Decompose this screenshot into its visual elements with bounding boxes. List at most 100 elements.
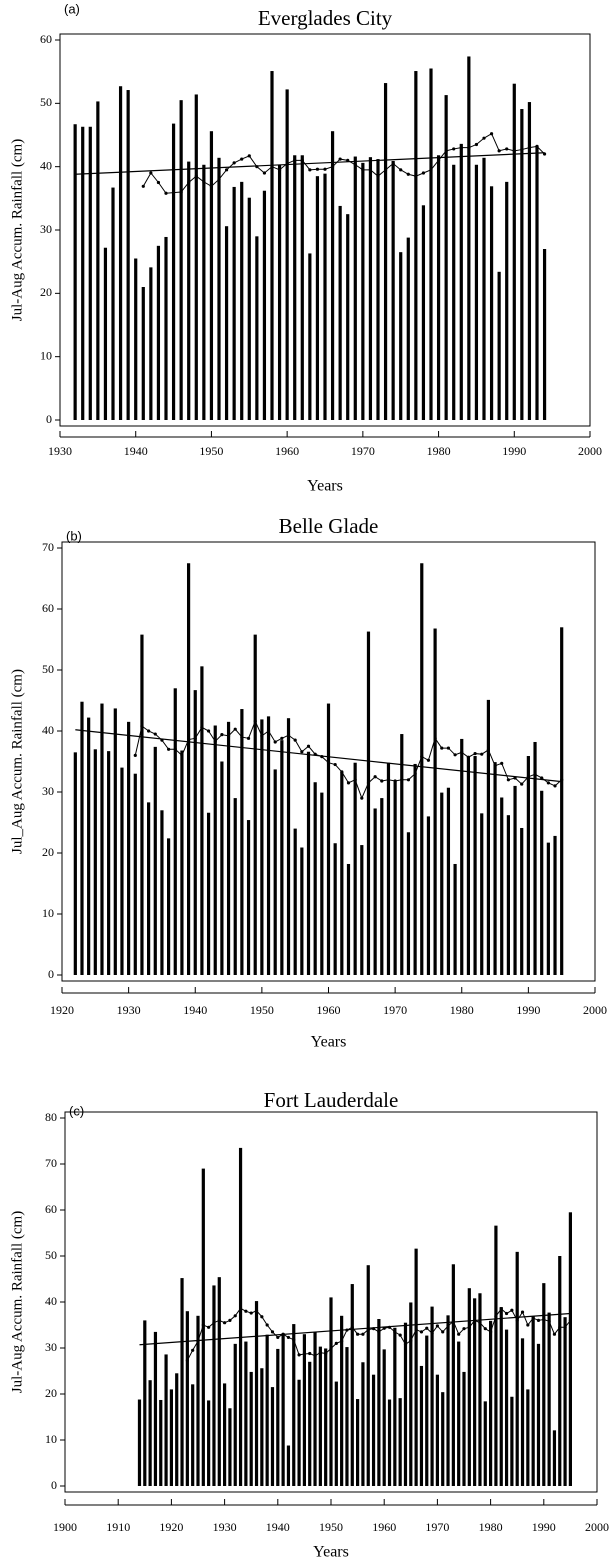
line-marker (300, 158, 304, 162)
bar (330, 131, 335, 420)
bar (320, 792, 324, 975)
line-marker (292, 1338, 296, 1342)
line-marker (191, 1348, 195, 1352)
bar (173, 688, 177, 975)
line-marker (262, 171, 267, 175)
bar (313, 1331, 317, 1486)
line-marker (560, 778, 564, 782)
bar (324, 1348, 328, 1486)
bar (265, 1334, 269, 1486)
plot-frame (61, 541, 596, 982)
x-tick-label: 1960 (317, 1003, 341, 1017)
line-marker (542, 1317, 546, 1322)
bar (546, 842, 550, 975)
line-marker (527, 146, 532, 150)
bar (457, 1341, 461, 1486)
bar (313, 782, 317, 975)
line-marker (393, 1330, 397, 1334)
bar (308, 253, 312, 420)
line-marker (276, 1335, 280, 1340)
bar (223, 1383, 227, 1486)
bar (356, 1399, 360, 1486)
line-marker (185, 1358, 189, 1363)
line-marker (173, 747, 177, 751)
bar (436, 155, 441, 420)
x-tick-label: 1970 (425, 1520, 449, 1534)
bar (326, 703, 331, 975)
bar (175, 1373, 179, 1486)
bar (73, 124, 77, 420)
line-marker (346, 781, 351, 785)
line-marker (360, 796, 364, 800)
bar (260, 1368, 264, 1486)
bar (233, 1343, 237, 1486)
bar (500, 797, 504, 975)
bar (302, 1334, 306, 1486)
line-marker (238, 1306, 243, 1311)
line-marker (462, 1327, 466, 1331)
line-marker (504, 1311, 509, 1316)
bar (120, 767, 124, 975)
bar (340, 1315, 344, 1486)
line-marker (482, 136, 486, 140)
bar (366, 631, 371, 975)
bar (297, 1379, 301, 1486)
line-marker (140, 724, 144, 728)
bar (228, 1408, 232, 1486)
line-marker (353, 163, 357, 167)
line-marker (187, 180, 191, 185)
bar (510, 1396, 514, 1486)
line-marker (366, 781, 371, 785)
bar (533, 741, 537, 975)
bar (483, 1401, 487, 1486)
bar (262, 190, 267, 420)
chart-title: Fort Lauderdale (264, 1088, 399, 1112)
bar (167, 838, 171, 975)
bar (473, 1298, 477, 1486)
bar (512, 83, 516, 420)
x-tick-label: 1950 (319, 1520, 343, 1534)
bar (244, 1341, 248, 1486)
bar (350, 1284, 354, 1486)
line-marker (206, 729, 211, 733)
line-marker (247, 154, 251, 158)
bar (141, 287, 145, 420)
y-tick-label: 10 (40, 348, 52, 362)
bar (366, 1265, 370, 1486)
bar (376, 159, 380, 421)
y-tick-label: 30 (42, 784, 54, 798)
bar (134, 258, 138, 420)
line-marker (240, 157, 244, 161)
line-marker (361, 168, 365, 172)
y-tick-label: 10 (45, 1432, 57, 1446)
line-marker (376, 174, 380, 178)
bar (338, 205, 342, 420)
x-tick-label: 1900 (53, 1520, 77, 1534)
line-marker (153, 732, 157, 736)
x-tick-label: 1950 (250, 1003, 274, 1017)
x-tick-label: 1940 (183, 1003, 207, 1017)
x-tick-label: 1980 (427, 444, 451, 458)
y-axis-label: Jul-Aug Accum. Rainfall (cm) (9, 139, 25, 321)
line-marker (386, 778, 391, 782)
line-marker (167, 747, 171, 751)
bar (506, 815, 510, 975)
line-marker (377, 1330, 381, 1334)
bar (293, 155, 297, 420)
moving-average-line (134, 719, 563, 800)
bar (249, 1371, 253, 1486)
x-tick-label: 1920 (50, 1003, 74, 1017)
line-marker (406, 172, 410, 176)
x-tick-label: 1970 (351, 444, 375, 458)
y-tick-label: 0 (51, 1478, 57, 1492)
bar (255, 236, 259, 420)
line-marker (380, 779, 384, 783)
line-marker (194, 174, 198, 178)
bar (118, 86, 123, 420)
line-marker (400, 778, 404, 782)
panel-label: (c) (69, 1103, 84, 1118)
bar (526, 1389, 530, 1486)
line-marker (540, 776, 544, 780)
line-marker (493, 764, 497, 768)
